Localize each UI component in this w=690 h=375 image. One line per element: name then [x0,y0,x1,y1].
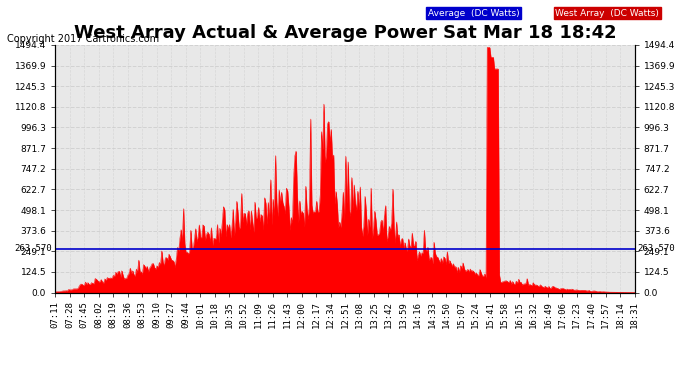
Text: 263.570: 263.570 [14,244,52,254]
Title: West Array Actual & Average Power Sat Mar 18 18:42: West Array Actual & Average Power Sat Ma… [74,24,616,42]
Text: Average  (DC Watts): Average (DC Watts) [428,9,520,18]
Text: 263.570: 263.570 [638,244,676,254]
Text: West Array  (DC Watts): West Array (DC Watts) [555,9,660,18]
Text: Copyright 2017 Cartronics.com: Copyright 2017 Cartronics.com [7,34,159,44]
